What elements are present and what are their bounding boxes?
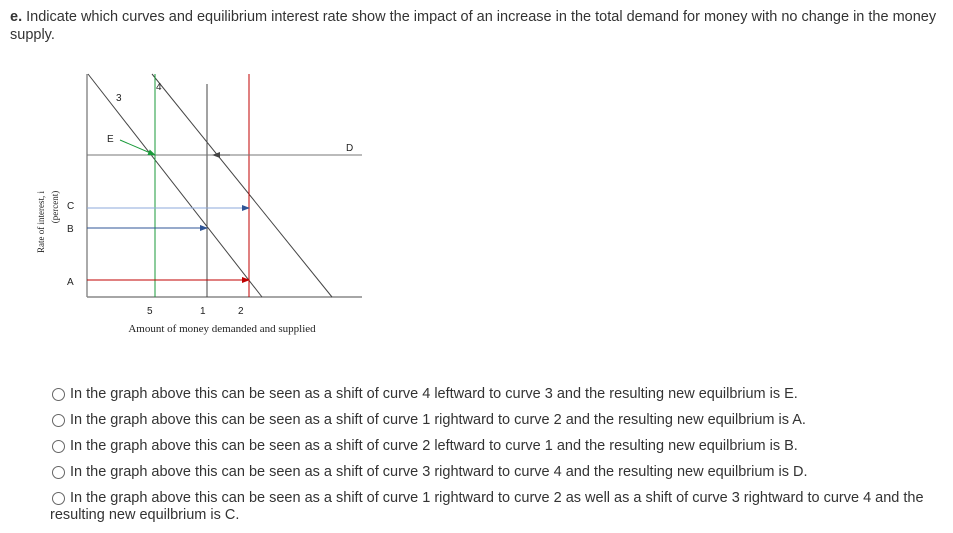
option-text: In the graph above this can be seen as a… (70, 438, 798, 454)
radio[interactable] (52, 440, 65, 453)
y-axis-label: Rate of interest, i (36, 191, 46, 253)
option-text: In the graph above this can be seen as a… (50, 490, 924, 523)
quantity-label: 1 (200, 306, 206, 317)
radio[interactable] (52, 492, 65, 505)
point-label: C (67, 201, 74, 212)
radio[interactable] (52, 466, 65, 479)
option[interactable]: In the graph above this can be seen as a… (50, 490, 945, 524)
option-text: In the graph above this can be seen as a… (70, 412, 806, 428)
quantity-label: 5 (147, 306, 153, 317)
option[interactable]: In the graph above this can be seen as a… (50, 412, 945, 429)
question-text: Indicate which curves and equilibrium in… (10, 9, 937, 43)
point-label: A (67, 277, 74, 288)
graph-lines (86, 73, 362, 298)
radio[interactable] (52, 414, 65, 427)
option[interactable]: In the graph above this can be seen as a… (50, 386, 945, 403)
x-axis-label: Amount of money demanded and supplied (128, 323, 316, 335)
point-label: B (67, 224, 74, 235)
y-axis-label: (percent) (50, 191, 60, 223)
curve-label: 4 (156, 82, 162, 93)
option-text: In the graph above this can be seen as a… (70, 464, 808, 480)
option[interactable]: In the graph above this can be seen as a… (50, 438, 945, 455)
quantity-label: 2 (238, 306, 244, 317)
curve-4 (151, 73, 333, 298)
point-label: E (107, 134, 114, 145)
question-label: e. (10, 9, 23, 25)
option-text: In the graph above this can be seen as a… (70, 386, 798, 402)
option[interactable]: In the graph above this can be seen as a… (50, 464, 945, 481)
curve-label: 3 (116, 93, 122, 104)
diagram: 3 4 E D C B A 5 1 2 Amount of money dema… (36, 73, 362, 335)
question: e. Indicate which curves and equilibrium… (10, 8, 945, 44)
arrow-e (119, 139, 156, 156)
options: In the graph above this can be seen as a… (50, 386, 945, 533)
curve-3 (87, 73, 263, 298)
radio[interactable] (52, 388, 65, 401)
point-label: D (346, 143, 353, 154)
